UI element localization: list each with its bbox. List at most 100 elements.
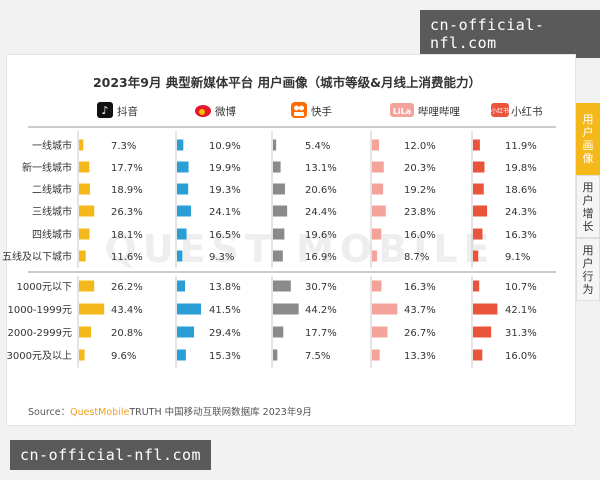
bar bbox=[372, 326, 388, 338]
data-label: 29.4% bbox=[209, 328, 241, 339]
data-label: 9.1% bbox=[505, 252, 530, 263]
bar bbox=[79, 280, 95, 292]
data-label: 43.7% bbox=[404, 305, 436, 316]
data-label: 17.7% bbox=[111, 163, 143, 174]
data-label: 19.3% bbox=[209, 185, 241, 196]
source-rest: TRUTH 中国移动互联网数据库 2023年9月 bbox=[129, 407, 312, 418]
data-label: 18.1% bbox=[111, 230, 143, 241]
bar bbox=[273, 349, 278, 361]
data-label: 20.6% bbox=[305, 185, 337, 196]
bar bbox=[273, 183, 285, 195]
bar bbox=[473, 139, 480, 151]
data-label: 44.2% bbox=[305, 305, 337, 316]
data-label: 16.9% bbox=[305, 252, 337, 263]
bar bbox=[79, 161, 90, 173]
data-label: 19.6% bbox=[305, 230, 337, 241]
bar bbox=[372, 228, 382, 240]
bar bbox=[177, 349, 186, 361]
bar bbox=[473, 250, 479, 262]
bar bbox=[79, 139, 84, 151]
data-label: 19.9% bbox=[209, 163, 241, 174]
bar bbox=[273, 139, 277, 151]
background-watermark: QUEST MOBILE bbox=[104, 227, 495, 271]
category-label: 1000-1999元 bbox=[7, 305, 72, 316]
source-note: Source：QuestMobileTRUTH 中国移动互联网数据库 2023年… bbox=[28, 404, 312, 418]
bar bbox=[473, 349, 483, 361]
bar bbox=[79, 349, 85, 361]
data-label: 30.7% bbox=[305, 282, 337, 293]
data-label: 16.0% bbox=[404, 230, 436, 241]
bar bbox=[372, 161, 384, 173]
bar bbox=[177, 139, 184, 151]
bar bbox=[177, 228, 187, 240]
data-label: 13.8% bbox=[209, 282, 241, 293]
data-label: 23.8% bbox=[404, 207, 436, 218]
category-label: 1000元以下 bbox=[17, 282, 72, 293]
category-label: 一线城市 bbox=[32, 139, 72, 152]
side-tab-label: 用户增长 bbox=[582, 180, 594, 233]
data-label: 10.9% bbox=[209, 141, 241, 152]
kuaishou-icon-dot-right bbox=[299, 105, 304, 111]
data-label: 16.5% bbox=[209, 230, 241, 241]
kuaishou-icon-dot-left bbox=[294, 105, 299, 111]
bar bbox=[177, 205, 191, 217]
side-tab-label: 用户行为 bbox=[582, 243, 594, 296]
platform-label-3: 快手 bbox=[311, 105, 332, 118]
bar bbox=[79, 205, 95, 217]
source-prefix: Source： bbox=[28, 407, 71, 418]
data-label: 19.8% bbox=[505, 163, 537, 174]
side-tab-user-behavior[interactable]: 用户行为 bbox=[576, 238, 600, 301]
data-label: 8.7% bbox=[404, 252, 429, 263]
watermark-bottom: cn-official-nfl.com bbox=[10, 440, 212, 470]
data-label: 20.3% bbox=[404, 163, 436, 174]
bar bbox=[273, 250, 283, 262]
data-label: 12.0% bbox=[404, 141, 436, 152]
bar bbox=[273, 161, 281, 173]
bar bbox=[473, 228, 483, 240]
data-label: 7.3% bbox=[111, 141, 136, 152]
category-label: 2000-2999元 bbox=[7, 328, 72, 339]
side-tab-label: 用户画像 bbox=[582, 113, 594, 165]
data-label: 31.3% bbox=[505, 328, 537, 339]
data-label: 13.3% bbox=[404, 351, 436, 362]
data-label: 16.0% bbox=[505, 351, 537, 362]
category-label: 二线城市 bbox=[32, 183, 72, 196]
data-label: 13.1% bbox=[305, 163, 337, 174]
bar bbox=[177, 280, 186, 292]
data-label: 17.7% bbox=[305, 328, 337, 339]
data-label: 18.6% bbox=[505, 185, 537, 196]
source-brand: QuestMobile bbox=[70, 407, 130, 418]
bar bbox=[177, 250, 183, 262]
side-tab-user-growth[interactable]: 用户增长 bbox=[576, 175, 600, 238]
bilibili-icon-glyph: LiLa bbox=[393, 107, 411, 116]
category-label: 新一线城市 bbox=[22, 161, 72, 174]
data-label: 11.9% bbox=[505, 141, 537, 152]
bar bbox=[372, 250, 378, 262]
xiaohongshu-icon-glyph: 小红书 bbox=[491, 107, 509, 115]
douyin-icon bbox=[97, 102, 113, 118]
category-label: 三线城市 bbox=[32, 205, 72, 218]
bar bbox=[177, 326, 195, 338]
side-tab-user-profile[interactable]: 用户画像 bbox=[576, 103, 600, 175]
chart-title: 2023年9月 典型新媒体平台 用户画像（城市等级&月线上消费能力） bbox=[92, 75, 482, 90]
bar bbox=[372, 205, 386, 217]
bar bbox=[79, 250, 86, 262]
xiaohongshu-icon bbox=[491, 103, 509, 117]
platform-label-5: 小红书 bbox=[511, 105, 543, 118]
data-label: 42.1% bbox=[505, 305, 537, 316]
bar bbox=[79, 183, 90, 195]
data-label: 9.3% bbox=[209, 252, 234, 263]
data-label: 15.3% bbox=[209, 351, 241, 362]
bar bbox=[273, 303, 299, 315]
bar bbox=[473, 303, 498, 315]
data-label: 10.7% bbox=[505, 282, 537, 293]
data-label: 18.9% bbox=[111, 185, 143, 196]
kuaishou-icon-body bbox=[294, 112, 304, 116]
data-label: 5.4% bbox=[305, 141, 330, 152]
bar bbox=[473, 205, 488, 217]
data-label: 20.8% bbox=[111, 328, 143, 339]
bar bbox=[79, 228, 90, 240]
bilibili-icon bbox=[390, 103, 414, 117]
bar bbox=[79, 303, 105, 315]
